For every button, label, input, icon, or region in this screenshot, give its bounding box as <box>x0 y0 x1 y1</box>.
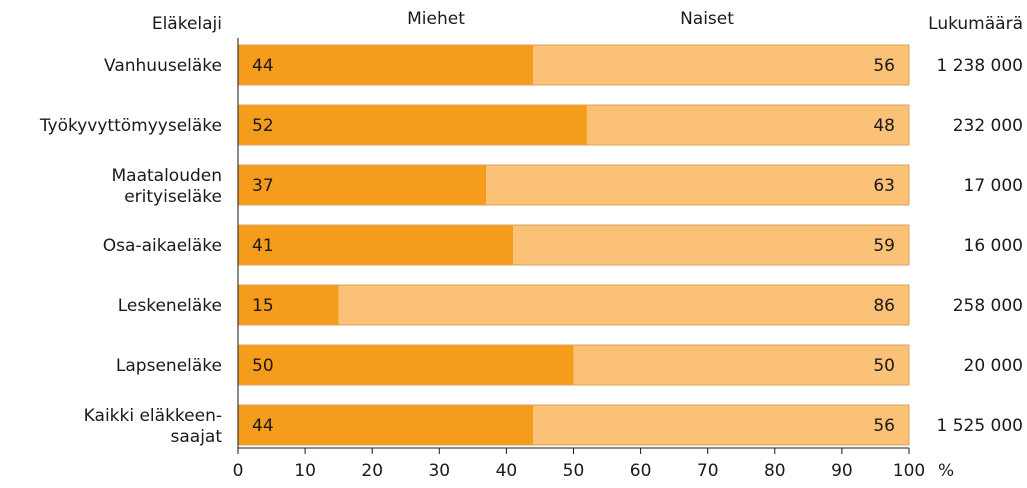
data-label-women: 63 <box>873 176 895 196</box>
bar-women <box>338 285 909 325</box>
count-label: 1 525 000 <box>936 416 1023 436</box>
data-label-men: 52 <box>252 116 274 136</box>
bar-men <box>238 45 534 85</box>
bar-men <box>238 285 339 325</box>
count-label: 232 000 <box>953 116 1023 136</box>
bar-men <box>238 225 514 265</box>
x-tick-label: 20 <box>361 461 383 481</box>
data-label-men: 37 <box>252 176 274 196</box>
count-label: 258 000 <box>953 296 1023 316</box>
count-header: Lukumäärä <box>928 14 1023 34</box>
bar-women <box>486 165 909 205</box>
data-label-men: 15 <box>252 296 274 316</box>
x-tick-label: 90 <box>831 461 853 481</box>
count-label: 1 238 000 <box>936 56 1023 76</box>
count-label: 20 000 <box>964 356 1023 376</box>
data-label-men: 41 <box>252 236 274 256</box>
x-tick-label: 50 <box>563 461 585 481</box>
bar-women <box>533 45 909 85</box>
bar-women <box>586 105 909 145</box>
data-label-women: 59 <box>873 236 895 256</box>
x-tick-label: 10 <box>294 461 316 481</box>
x-tick-label: 30 <box>428 461 450 481</box>
data-label-men: 44 <box>252 56 274 76</box>
data-label-women: 48 <box>873 116 895 136</box>
category-label: Vanhuuseläke <box>104 56 222 76</box>
category-label: Lapseneläke <box>116 356 222 376</box>
category-label: erityiseläke <box>124 187 222 207</box>
bar-men <box>238 405 534 445</box>
legend-women: Naiset <box>680 9 734 29</box>
x-tick-label: 60 <box>630 461 652 481</box>
chart-marks: 44 56 Vanhuuseläke 1 238 000 52 48 Työkyvyttöm… <box>39 38 1023 481</box>
data-label-women: 56 <box>873 416 895 436</box>
category-label: Leskeneläke <box>118 296 222 316</box>
category-label: Kaikki eläkkeen- <box>84 406 222 426</box>
category-label: saajat <box>171 427 223 447</box>
x-tick-label: 80 <box>764 461 786 481</box>
category-label: Osa-aikaeläke <box>103 236 222 256</box>
category-header: Eläkelaji <box>152 14 222 34</box>
legend-men: Miehet <box>407 9 465 29</box>
data-label-men: 44 <box>252 416 274 436</box>
bar-men <box>238 165 487 205</box>
data-label-women: 86 <box>873 296 895 316</box>
x-axis-unit: % <box>938 461 954 481</box>
bar-women <box>533 405 909 445</box>
x-tick-label: 100 <box>893 461 925 481</box>
category-label: Maatalouden <box>111 166 222 186</box>
count-label: 16 000 <box>964 236 1023 256</box>
bar-women <box>513 225 909 265</box>
data-label-women: 56 <box>873 56 895 76</box>
bar-men <box>238 105 587 145</box>
x-tick-label: 0 <box>233 461 244 481</box>
bar-men <box>238 345 574 385</box>
x-tick-label: 40 <box>496 461 518 481</box>
data-label-women: 50 <box>873 356 895 376</box>
data-label-men: 50 <box>252 356 274 376</box>
count-label: 17 000 <box>964 176 1023 196</box>
x-tick-label: 70 <box>697 461 719 481</box>
bar-women <box>573 345 909 385</box>
category-label: Työkyvyttömyyseläke <box>39 116 222 136</box>
